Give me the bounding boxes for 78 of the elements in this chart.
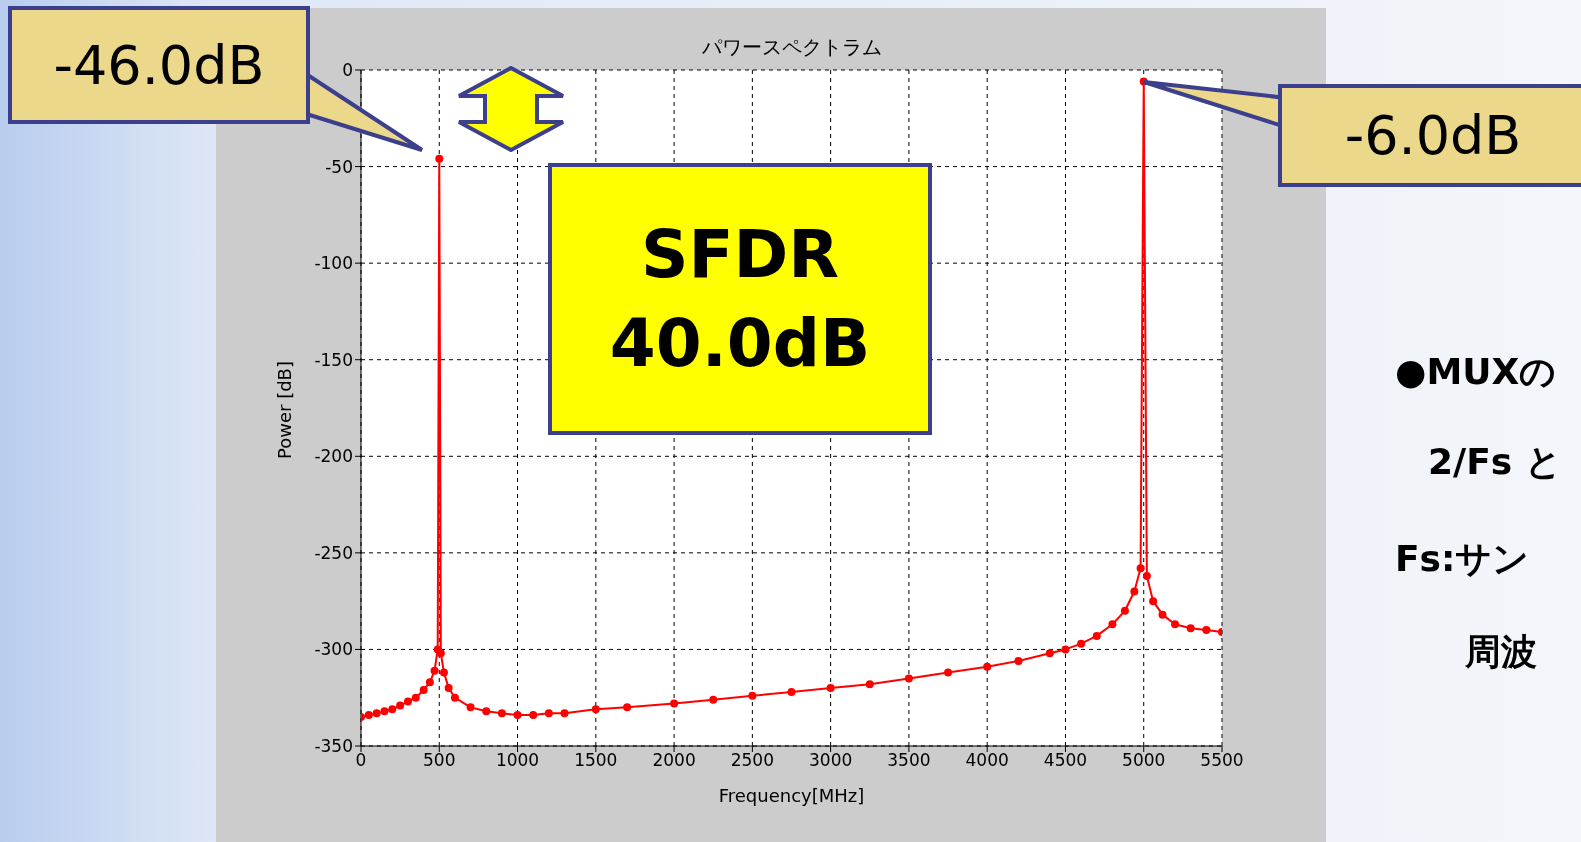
point [944, 668, 953, 677]
point [1186, 624, 1195, 633]
y-tick-label: -50 [325, 156, 353, 177]
text: ●MUXの [1395, 350, 1557, 394]
point [372, 709, 381, 718]
y-axis-title: Power [dB] [273, 361, 295, 459]
x-tick-label: 5000 [1122, 750, 1166, 771]
point [1149, 597, 1158, 606]
y-tick-label: -300 [314, 639, 353, 660]
point [430, 666, 439, 675]
annotation: -6.0dB [1278, 84, 1581, 187]
point [670, 699, 679, 708]
point [380, 707, 389, 716]
point [983, 662, 992, 671]
y-tick-label: -350 [314, 736, 353, 757]
x-tick-label: 3000 [809, 750, 853, 771]
point [364, 711, 373, 720]
point [1158, 610, 1167, 619]
point [1136, 564, 1145, 573]
y-tick-label: -100 [314, 253, 353, 274]
point [513, 711, 522, 720]
point [904, 674, 913, 683]
point [529, 711, 538, 720]
point [466, 703, 475, 712]
point [544, 709, 553, 718]
text: 2/Fs と [1428, 440, 1562, 484]
point [560, 709, 569, 718]
x-tick-label: 1500 [574, 750, 618, 771]
x-tick-label: 3500 [887, 750, 931, 771]
point [419, 685, 428, 694]
point [396, 701, 405, 710]
y-tick-label: -200 [314, 446, 353, 467]
point [403, 697, 412, 706]
point [435, 154, 444, 163]
x-tick-label: 500 [423, 750, 456, 771]
point [436, 649, 445, 658]
point [709, 695, 718, 704]
point [1045, 649, 1054, 658]
x-tick-label: 0 [355, 750, 367, 771]
point [748, 691, 757, 700]
point [482, 707, 491, 716]
x-tick-label: 1000 [495, 750, 540, 771]
x-tick-label: 2500 [730, 750, 774, 771]
x-axis-title: Frequency[MHz] [718, 785, 865, 806]
point [1077, 639, 1086, 648]
point [865, 680, 874, 689]
point [787, 687, 796, 696]
point [1142, 572, 1151, 581]
point [411, 693, 420, 702]
text: -46.0dB [8, 6, 310, 124]
point [439, 668, 448, 677]
point [1120, 606, 1129, 615]
point [1202, 626, 1211, 635]
y-tick-label: 0 [342, 60, 353, 81]
point [450, 693, 459, 702]
point [425, 678, 434, 687]
x-tick-label: 2000 [652, 750, 696, 771]
text: Fs:サン [1395, 537, 1530, 581]
point [444, 684, 453, 693]
point [497, 709, 506, 718]
point [826, 684, 835, 693]
point [623, 703, 632, 712]
point [1130, 587, 1139, 596]
point [1092, 631, 1101, 640]
annotation: SFDR 40.0dB [548, 163, 932, 435]
chart-title: パワースペクトラム [700, 34, 883, 61]
point [388, 705, 397, 714]
point [1171, 620, 1180, 629]
x-tick-label: 4000 [965, 750, 1009, 771]
y-tick-label: -250 [314, 542, 353, 563]
y-tick-label: -150 [314, 349, 353, 370]
point [1108, 620, 1117, 629]
text: 周波 [1465, 630, 1537, 674]
point [591, 705, 600, 714]
point [1014, 657, 1023, 666]
x-tick-label: 5500 [1200, 750, 1244, 771]
x-tick-label: 4500 [1043, 750, 1088, 771]
point [1061, 645, 1070, 654]
